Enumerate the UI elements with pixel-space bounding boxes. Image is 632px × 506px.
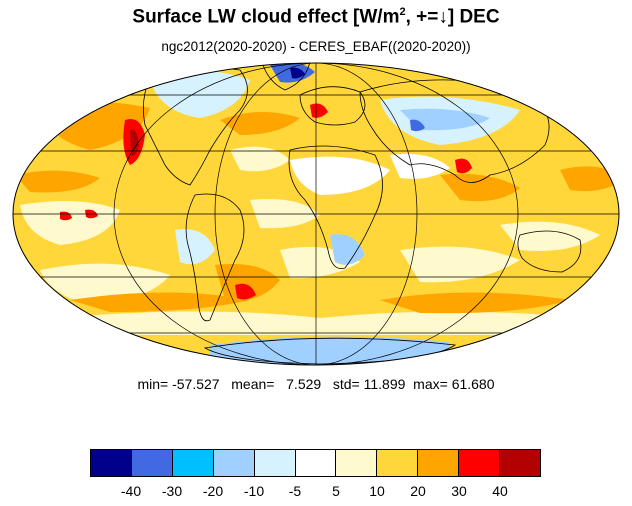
patch-equatorial-atlantic [250,199,320,229]
patch-indian-orange [440,173,520,202]
patch-sahara-white [290,156,390,195]
patch-south-america-orange [215,264,280,301]
colorbar-bin [500,450,540,476]
colorbar [90,449,541,477]
colorbar-tick-label: -30 [161,483,183,499]
patch-mideast-white [390,153,450,179]
mean-label: mean= [231,376,275,392]
patch-europe-red [310,103,328,118]
max-value: 61.680 [451,376,495,392]
australia-outline [517,230,582,273]
min-value: -57.527 [172,376,220,392]
graticule [13,63,619,365]
max-label: max= [413,376,448,392]
colorbar-bin [131,450,173,476]
colorbar-bin [377,450,419,476]
patch-north-atlantic-light [230,146,290,172]
meridian-pair-120 [113,63,519,365]
patch-southern-ocean-orange-2 [380,292,570,314]
patch-west-coast-darkred [130,129,139,156]
colorbar-tick-label: -40 [120,483,142,499]
patch-south-america-red [235,283,256,300]
globe-outline [12,62,620,366]
colorbar-bin [459,450,501,476]
patch-asia-dark [410,119,425,132]
colorbar-labels: -40 -30 -20 -10 -5 5 10 20 30 40 [90,483,541,501]
patch-east-pacific-orange [15,170,100,193]
patch-australia-region [500,221,600,251]
patch-antarctica-blue [210,336,450,365]
europe-outline [299,86,366,126]
patch-himalaya-red [455,158,472,174]
north-america-outline [142,66,248,186]
statistics-line: min= -57.527 mean= 7.529 std= 11.899 max… [0,376,632,392]
map-title: Surface LW cloud effect [W/m2, +=↓] DEC [132,6,500,28]
colorbar-tick-label: -5 [288,483,302,499]
colorbar-bin [213,450,255,476]
std-label: std= [332,376,360,392]
colorbar-tick-label: 5 [332,483,340,499]
colorbar-tick-label: 20 [410,483,426,499]
patch-arctic-dark [290,67,305,79]
colorbar-bin [295,450,337,476]
patch-east-pacific-orange-2 [560,166,619,192]
meridian-pair-60 [214,63,418,365]
colorbar-bin [336,450,378,476]
patch-atlantic-orange [220,111,300,135]
colorbar-tick-label: -10 [243,483,265,499]
south-america-outline [185,193,245,322]
map-subtitle: ngc2012(2020-2020) - CERES_EBAF((2020-20… [161,39,471,54]
colorbar-bin [172,450,214,476]
colorbar-tick-label: 40 [492,483,508,499]
colorbar-tick-label: 10 [369,483,385,499]
patch-south-africa-blue [330,234,365,265]
patch-south-indian [400,246,520,283]
colorbar-tick-label: -20 [202,483,224,499]
colorbar-bin [254,450,296,476]
africa-outline [288,145,383,269]
min-label: min= [137,376,169,392]
colorbar-bin [91,450,132,476]
colorbar-tick-label: 30 [451,483,467,499]
patch-south-america-blue [175,229,215,265]
patch-southern-ocean-orange [70,292,250,312]
colorbar-bin [418,450,460,476]
mean-value: 7.529 [286,376,322,392]
std-value: 11.899 [363,376,406,392]
patch-southern-ocean-light [60,311,580,335]
